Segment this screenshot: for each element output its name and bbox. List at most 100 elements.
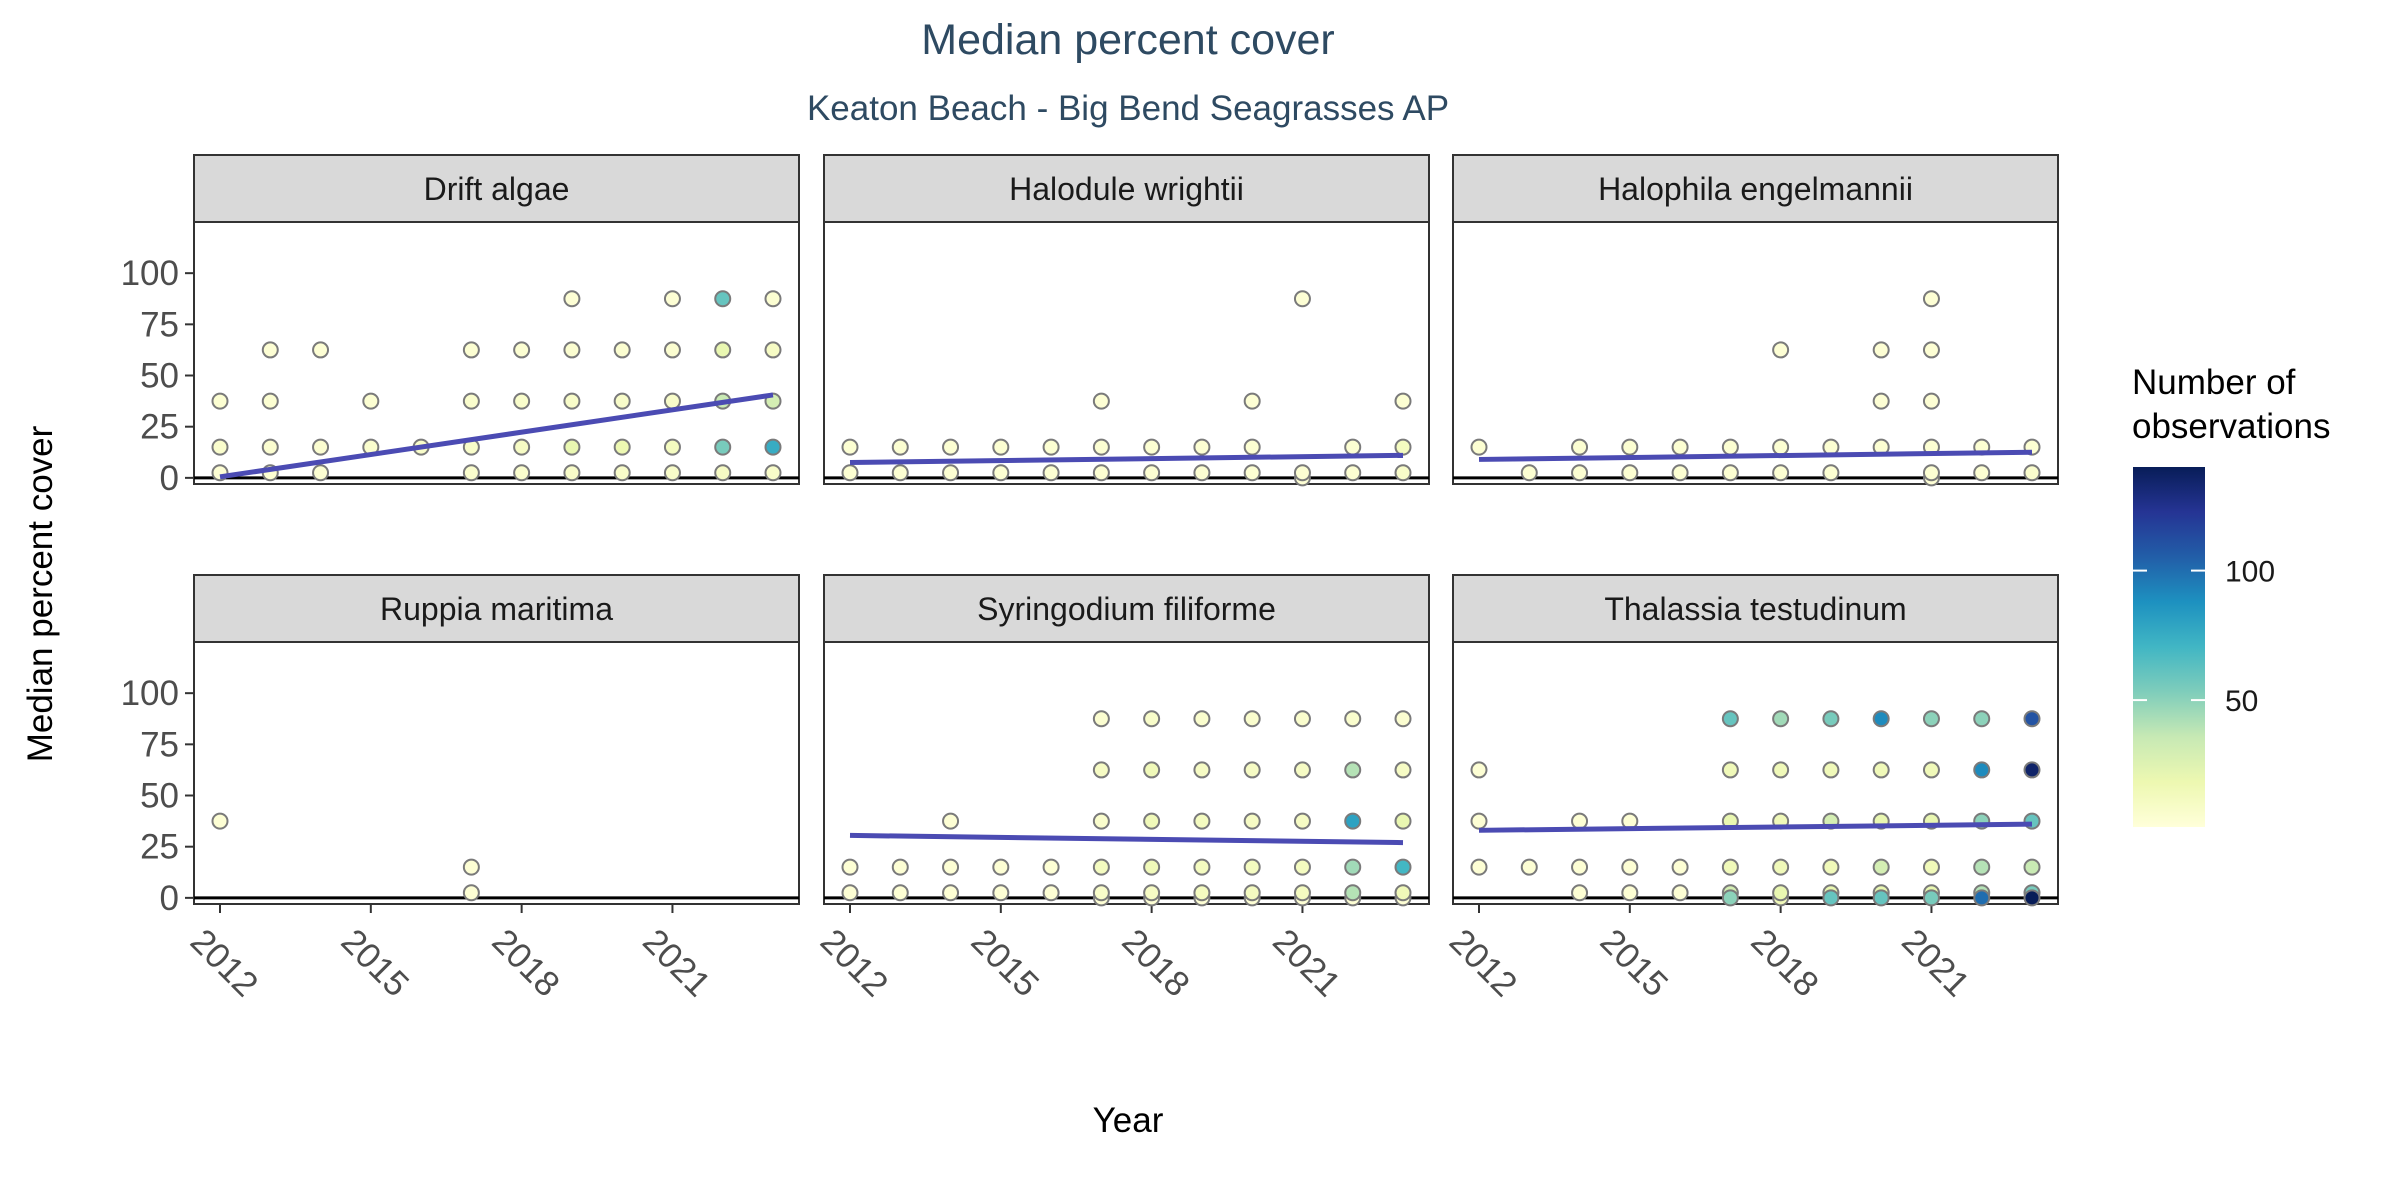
legend-title-line-2: observations — [2132, 407, 2330, 446]
data-point — [1394, 858, 1412, 876]
data-point — [841, 438, 859, 456]
data-point — [1721, 858, 1739, 876]
data-point — [1872, 710, 1890, 728]
data-point — [1772, 858, 1790, 876]
data-point — [1571, 464, 1589, 482]
data-point — [261, 392, 279, 410]
data-point — [764, 290, 782, 308]
data-point — [1042, 464, 1060, 482]
data-point — [1092, 392, 1110, 410]
x-tick-label: 2018 — [1114, 922, 1197, 1005]
data-point — [663, 341, 681, 359]
data-point — [1293, 858, 1311, 876]
data-point — [1344, 761, 1362, 779]
data-point — [1193, 710, 1211, 728]
data-point — [1470, 438, 1488, 456]
data-point — [942, 858, 960, 876]
data-point — [1092, 884, 1110, 902]
facet-strip-label: Ruppia maritima — [380, 591, 613, 627]
data-point — [1872, 858, 1890, 876]
data-point — [1193, 812, 1211, 830]
data-point — [312, 438, 330, 456]
data-point — [1243, 392, 1261, 410]
facet-thalassia-testudinum: Thalassia testudinum 2012 2015 2018 2021 — [1442, 574, 2059, 1005]
data-point — [942, 438, 960, 456]
data-point — [613, 464, 631, 482]
facet-halophila-engelmannii: Halophila engelmannii — [1452, 154, 2059, 487]
data-point — [1193, 858, 1211, 876]
data-point — [992, 464, 1010, 482]
data-point — [2023, 464, 2041, 482]
data-point — [1922, 889, 1940, 907]
data-point — [1092, 438, 1110, 456]
data-point — [1822, 858, 1840, 876]
x-tick-label: 2012 — [1442, 922, 1525, 1005]
data-point — [1293, 464, 1311, 482]
facet-syringodium-filiforme: Syringodium filiforme 2012 2015 2018 2021 — [813, 574, 1430, 1005]
facet-drift-algae: Drift algae 0 25 50 75 100 — [121, 154, 800, 498]
data-point — [1394, 464, 1412, 482]
data-point — [513, 464, 531, 482]
data-point — [1822, 761, 1840, 779]
data-point — [513, 438, 531, 456]
data-point — [1721, 438, 1739, 456]
data-point — [1293, 290, 1311, 308]
data-point — [211, 392, 229, 410]
facet-halodule-wrightii: Halodule wrightii — [823, 154, 1430, 487]
y-tick-label: 0 — [160, 879, 179, 918]
trend-line — [849, 452, 1404, 466]
data-point — [1092, 858, 1110, 876]
y-tick-label: 100 — [121, 674, 179, 713]
data-point — [942, 812, 960, 830]
y-tick-label: 50 — [140, 357, 179, 396]
facet-panel-border — [193, 221, 800, 485]
data-point — [613, 341, 631, 359]
y-tick-label: 50 — [140, 777, 179, 816]
data-point — [1872, 889, 1890, 907]
data-point — [1092, 812, 1110, 830]
y-tick-label: 25 — [140, 408, 179, 447]
data-point — [1344, 858, 1362, 876]
data-point — [2023, 710, 2041, 728]
data-point — [992, 858, 1010, 876]
data-point — [1621, 438, 1639, 456]
data-point — [1344, 884, 1362, 902]
data-point — [714, 341, 732, 359]
data-point — [1394, 438, 1412, 456]
data-point — [1973, 858, 1991, 876]
data-point — [462, 392, 480, 410]
data-point — [1243, 438, 1261, 456]
data-point — [1143, 761, 1161, 779]
data-point — [563, 290, 581, 308]
data-point — [1344, 464, 1362, 482]
data-point — [1293, 812, 1311, 830]
data-point — [1193, 464, 1211, 482]
x-tick-label: 2021 — [1265, 922, 1348, 1005]
trend-line — [1478, 449, 2033, 462]
data-point — [2023, 858, 2041, 876]
x-tick-label: 2018 — [1743, 922, 1826, 1005]
chart-subtitle: Keaton Beach - Big Bend Seagrasses AP — [807, 89, 1449, 128]
facet-strip-label: Drift algae — [424, 171, 570, 207]
data-point — [663, 438, 681, 456]
data-point — [1621, 884, 1639, 902]
data-point — [1872, 761, 1890, 779]
data-point — [663, 290, 681, 308]
data-point — [1973, 761, 1991, 779]
trend-line — [1478, 821, 2033, 833]
data-point — [1344, 812, 1362, 830]
trend-line — [849, 832, 1404, 846]
data-point — [1092, 761, 1110, 779]
facet-strip-label: Syringodium filiforme — [977, 591, 1276, 627]
data-point — [1470, 812, 1488, 830]
y-tick-label: 25 — [140, 828, 179, 867]
data-point — [891, 858, 909, 876]
legend-tick-label: 100 — [2225, 556, 2275, 589]
data-point — [1922, 341, 1940, 359]
data-point — [1772, 710, 1790, 728]
data-point — [1772, 464, 1790, 482]
data-point — [1243, 812, 1261, 830]
data-point — [1143, 438, 1161, 456]
data-point — [1293, 710, 1311, 728]
